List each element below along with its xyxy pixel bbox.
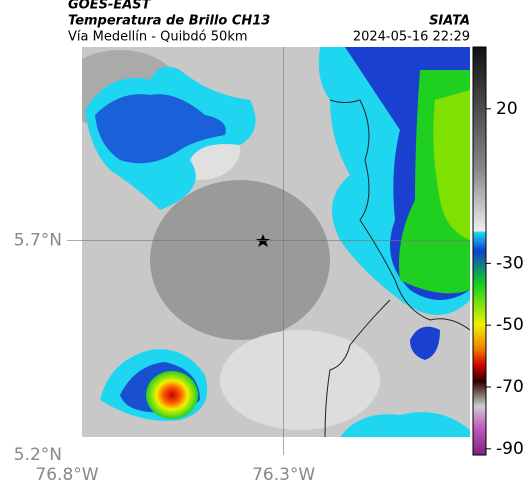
colorbar-tick-label: -90 <box>496 439 524 459</box>
lon-label: 76.8°W <box>35 465 98 485</box>
colorbar <box>472 46 487 456</box>
lat-label: 5.2°N <box>14 445 62 465</box>
subtitle: Vía Medellín - Quibdó 50km <box>68 30 248 45</box>
colorbar-tick-label: 20 <box>496 99 518 119</box>
source: GOES-EAST <box>68 0 152 13</box>
colorbar-tick-label: -70 <box>496 377 524 397</box>
colorbar-tick-label: -50 <box>496 315 524 335</box>
datetime: 2024-05-16 22:29 <box>353 30 470 45</box>
org: SIATA <box>429 14 470 29</box>
title: Temperatura de Brillo CH13 <box>68 14 270 29</box>
lat-label: 5.7°N <box>14 230 62 250</box>
colorbar-tick-label: -30 <box>496 253 524 273</box>
lon-label: 76.3°W <box>252 465 315 485</box>
satellite-image <box>82 47 470 437</box>
